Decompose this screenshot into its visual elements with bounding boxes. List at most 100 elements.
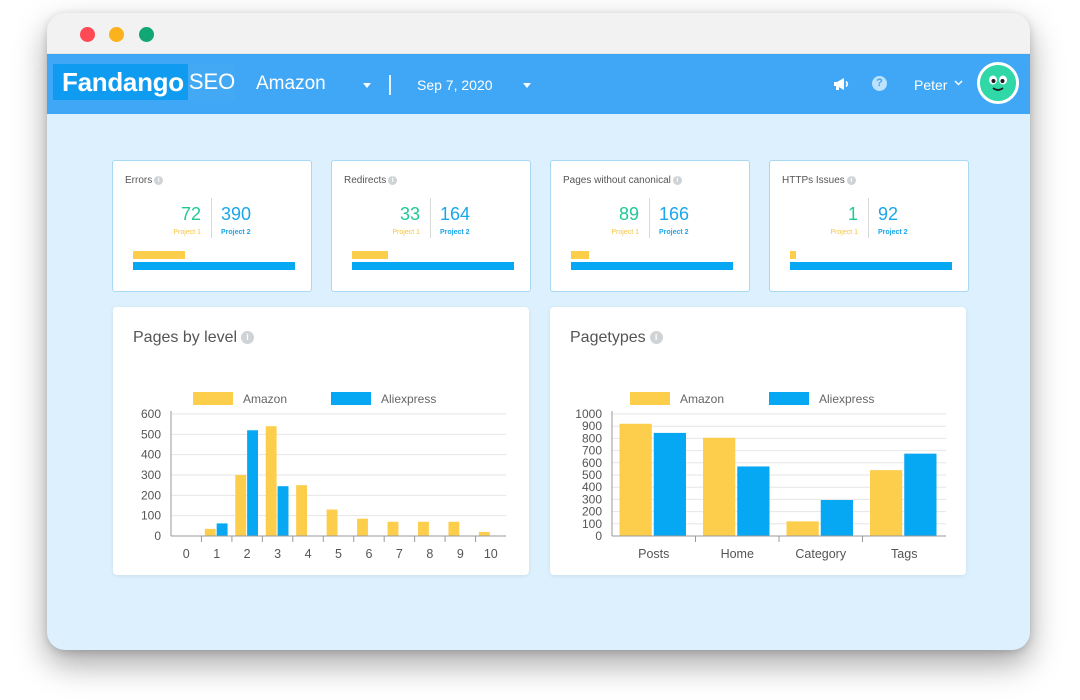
- x-tick-label: 10: [484, 547, 498, 561]
- stat-bar-project2: [352, 262, 514, 270]
- date-selector[interactable]: Sep 7, 2020: [417, 77, 493, 93]
- avatar[interactable]: [977, 62, 1019, 104]
- megaphone-icon[interactable]: [832, 75, 850, 93]
- bar-amazon-category[interactable]: [786, 521, 819, 536]
- bar-amazon-posts[interactable]: [619, 423, 652, 536]
- bar-amazon-5[interactable]: [326, 509, 338, 536]
- x-tick-label: Home: [721, 547, 754, 561]
- bar-amazon-2[interactable]: [235, 475, 247, 536]
- stat-title-text: Redirects: [344, 175, 387, 186]
- y-tick-label: 300: [582, 492, 602, 506]
- minimize-window-button[interactable]: [109, 27, 124, 42]
- stat-bar-project1: [133, 251, 185, 259]
- stat-value-project1: 1: [847, 204, 858, 224]
- bar-amazon-8[interactable]: [417, 521, 429, 536]
- project-selector[interactable]: Amazon: [256, 73, 326, 94]
- y-tick-label: 100: [141, 509, 161, 523]
- info-icon[interactable]: i: [154, 176, 164, 185]
- chevron-down-icon[interactable]: [954, 80, 963, 86]
- stat-title-text: Pages without canonical: [563, 175, 671, 186]
- user-menu[interactable]: Peter: [914, 77, 948, 93]
- info-icon[interactable]: i: [241, 331, 255, 344]
- y-tick-label: 0: [154, 529, 161, 543]
- bar-amazon-4[interactable]: [296, 485, 308, 536]
- stat-card-errors[interactable]: Errors i 72 390 Project 1 Project 2: [112, 160, 312, 292]
- stat-label-project2: Project 2: [659, 229, 689, 236]
- x-tick-label: 9: [457, 547, 464, 561]
- x-tick-label: Tags: [891, 547, 917, 561]
- y-tick-label: 100: [582, 517, 602, 531]
- project-dropdown-caret-icon[interactable]: [363, 83, 371, 88]
- x-tick-label: 6: [365, 547, 372, 561]
- header-divider: [389, 75, 391, 95]
- stat-value-project2: 164: [440, 204, 471, 224]
- bar-aliexpress-tags[interactable]: [904, 453, 937, 536]
- bar-aliexpress-posts[interactable]: [653, 432, 686, 536]
- stat-title: HTTPs Issues i: [782, 174, 856, 188]
- stat-divider: [430, 198, 431, 238]
- stat-value-project2: 92: [878, 204, 899, 224]
- bar-amazon-home[interactable]: [703, 437, 736, 536]
- x-tick-label: 1: [213, 547, 220, 561]
- y-tick-label: 1000: [575, 407, 602, 421]
- stat-label-project2: Project 2: [878, 229, 908, 236]
- bar-amazon-3[interactable]: [265, 426, 277, 536]
- maximize-window-button[interactable]: [139, 27, 154, 42]
- info-icon[interactable]: i: [672, 176, 682, 185]
- stat-divider: [868, 198, 869, 238]
- info-icon[interactable]: i: [649, 331, 663, 344]
- legend-swatch-aliexpress[interactable]: [331, 392, 371, 405]
- date-dropdown-caret-icon[interactable]: [523, 83, 531, 88]
- legend-label-amazon[interactable]: Amazon: [243, 392, 287, 406]
- bar-amazon-9[interactable]: [448, 521, 460, 536]
- stat-value-project2: 166: [659, 204, 690, 224]
- y-tick-label: 500: [141, 427, 161, 441]
- chart-card-pages-by-level: Pages by level i Amazon Aliexpress 0 100 200 3…: [113, 307, 529, 575]
- bar-aliexpress-1[interactable]: [216, 523, 228, 536]
- x-tick-label: 5: [335, 547, 342, 561]
- legend-swatch-aliexpress[interactable]: [769, 392, 809, 405]
- info-icon[interactable]: i: [846, 176, 856, 185]
- legend-label-aliexpress[interactable]: Aliexpress: [381, 392, 436, 406]
- stat-title: Pages without canonical i: [563, 174, 682, 188]
- stat-value-project1: 33: [399, 204, 420, 224]
- stat-card-redirects[interactable]: Redirects i 33 164 Project 1 Project 2: [331, 160, 531, 292]
- logo-main-text: Fandango: [53, 64, 188, 100]
- legend-label-aliexpress[interactable]: Aliexpress: [819, 392, 874, 406]
- bar-amazon-10[interactable]: [478, 531, 490, 536]
- chart-title: Pagetypes i: [570, 327, 663, 349]
- app-window: Fandango SEO Amazon Sep 7, 2020 ? Peter: [47, 13, 1030, 650]
- stat-card-pages-without-canonical[interactable]: Pages without canonical i 89 166 Project …: [550, 160, 750, 292]
- fandango-seo-logo[interactable]: Fandango SEO: [53, 64, 236, 100]
- bar-aliexpress-category[interactable]: [820, 500, 853, 536]
- close-window-button[interactable]: [80, 27, 95, 42]
- stat-label-project1: Project 1: [392, 229, 420, 236]
- bar-amazon-1[interactable]: [204, 528, 216, 536]
- stat-divider: [649, 198, 650, 238]
- y-tick-label: 200: [141, 488, 161, 502]
- y-tick-label: 800: [582, 431, 602, 445]
- bar-amazon-tags[interactable]: [870, 470, 903, 536]
- x-tick-label: 7: [396, 547, 403, 561]
- bar-aliexpress-2[interactable]: [247, 430, 259, 536]
- stat-card-https-issues[interactable]: HTTPs Issues i 1 92 Project 1 Project 2: [769, 160, 969, 292]
- y-tick-label: 400: [141, 448, 161, 462]
- stat-value-project1: 72: [180, 204, 201, 224]
- info-icon[interactable]: i: [388, 176, 398, 185]
- legend-swatch-amazon[interactable]: [630, 392, 670, 405]
- x-tick-label: 8: [426, 547, 433, 561]
- stat-title-text: Errors: [125, 175, 153, 186]
- stat-bar-project1: [571, 251, 589, 259]
- bar-aliexpress-3[interactable]: [277, 486, 289, 536]
- chart-title: Pages by level i: [133, 327, 255, 349]
- bar-amazon-7[interactable]: [387, 521, 399, 536]
- legend-label-amazon[interactable]: Amazon: [680, 392, 724, 406]
- bar-amazon-6[interactable]: [357, 518, 368, 536]
- bar-aliexpress-home[interactable]: [737, 466, 770, 536]
- y-tick-label: 400: [582, 480, 602, 494]
- help-icon[interactable]: ?: [872, 76, 887, 91]
- y-tick-label: 300: [141, 468, 161, 482]
- stat-divider: [211, 198, 212, 238]
- legend-swatch-amazon[interactable]: [193, 392, 233, 405]
- stat-title-text: HTTPs Issues: [782, 175, 845, 186]
